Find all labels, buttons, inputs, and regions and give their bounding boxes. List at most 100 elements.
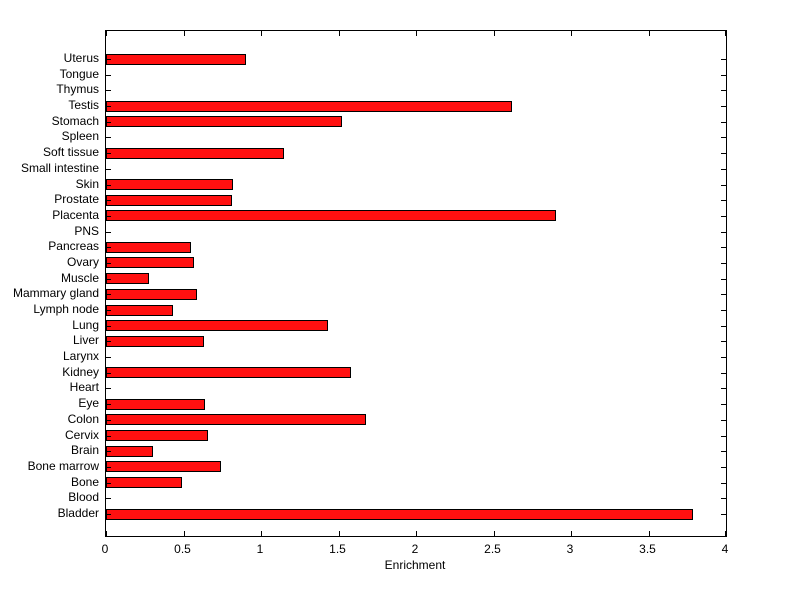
bar-brain (106, 445, 153, 457)
y-tick-mark (721, 262, 726, 264)
x-tick-mark (571, 31, 572, 36)
bar-lung (106, 320, 328, 332)
y-tick-mark (721, 247, 726, 249)
x-tick-label-0-5: 0.5 (174, 542, 191, 556)
y-tick-mark (721, 168, 726, 170)
y-tick-label-placenta: Placenta (52, 207, 99, 222)
y-tick-label-uterus: Uterus (63, 51, 99, 65)
y-tick-mark (106, 451, 111, 453)
y-tick-mark (106, 466, 111, 468)
y-tick-label-larynx: Larynx (62, 349, 99, 364)
y-tick-mark (721, 294, 726, 296)
y-tick-mark (721, 231, 726, 233)
y-tick-label-heart: Heart (69, 380, 99, 395)
bar-kidney (106, 367, 351, 379)
x-tick-mark (493, 531, 495, 536)
x-tick-mark (183, 31, 185, 36)
y-tick-label-blood: Blood (68, 490, 99, 505)
y-tick-label-lung: Lung (72, 317, 99, 332)
y-tick-label-thymus: Thymus (56, 82, 99, 97)
bar-mammary-gland (106, 288, 198, 300)
bar-muscle (106, 273, 150, 285)
y-tick-mark (106, 341, 111, 343)
y-tick-mark (106, 90, 111, 92)
y-tick-mark (106, 310, 111, 312)
x-tick-label-1-5: 1.5 (329, 542, 346, 556)
bar-pancreas (106, 241, 192, 253)
x-tick-label-2-5: 2.5 (484, 542, 501, 556)
bar-bone (106, 477, 182, 489)
y-tick-label-brain: Brain (70, 443, 99, 458)
plot-area (105, 30, 727, 537)
y-tick-mark (721, 137, 726, 139)
x-axis-label: Enrichment (384, 558, 446, 572)
y-tick-mark (106, 168, 111, 170)
bar-testis (106, 100, 513, 112)
y-tick-mark (106, 372, 111, 374)
y-tick-mark (106, 388, 111, 390)
y-tick-label-liver: Liver (72, 333, 99, 348)
y-tick-label-muscle: Muscle (60, 270, 99, 285)
y-tick-mark (721, 200, 726, 202)
y-tick-label-ovary: Ovary (66, 254, 99, 269)
y-tick-mark (721, 466, 726, 468)
y-tick-label-bladder: Bladder (57, 506, 99, 520)
bar-placenta (106, 210, 556, 222)
y-tick-mark (106, 200, 111, 202)
y-tick-label-skin: Skin (75, 176, 99, 191)
y-tick-label-stomach: Stomach (51, 113, 99, 128)
y-tick-label-colon: Colon (67, 411, 99, 426)
x-tick-label-4: 4 (721, 542, 729, 556)
y-tick-mark (721, 106, 726, 108)
x-tick-mark (416, 31, 417, 36)
x-tick-mark (183, 531, 185, 536)
bar-colon (106, 414, 367, 426)
y-tick-mark (721, 404, 726, 406)
y-tick-mark (721, 435, 726, 437)
bar-lymph-node (106, 304, 173, 316)
x-tick-mark (338, 531, 340, 536)
y-tick-mark (721, 325, 726, 327)
y-tick-label-pns: PNS (74, 223, 99, 238)
y-tick-label-prostate: Prostate (54, 192, 99, 207)
x-tick-mark (571, 531, 572, 536)
y-tick-label-tongue: Tongue (59, 66, 99, 81)
y-tick-mark (106, 137, 111, 139)
x-tick-label-3-5: 3.5 (639, 542, 656, 556)
x-tick-mark (493, 31, 495, 36)
x-tick-mark (648, 31, 650, 36)
y-tick-mark (106, 184, 111, 186)
y-tick-mark (721, 419, 726, 421)
x-tick-label-2: 2 (411, 542, 419, 556)
y-tick-label-testis: Testis (68, 98, 99, 113)
x-tick-mark (106, 531, 107, 536)
y-tick-mark (106, 357, 111, 359)
bar-stomach (106, 116, 342, 128)
y-tick-label-bone: Bone (70, 474, 99, 489)
y-tick-mark (106, 121, 111, 123)
y-tick-mark (721, 341, 726, 343)
y-tick-mark (721, 498, 726, 500)
y-tick-mark (106, 59, 111, 60)
y-tick-mark (106, 262, 111, 264)
y-tick-mark (106, 419, 111, 421)
y-tick-mark (106, 153, 111, 155)
x-tick-mark (261, 31, 262, 36)
y-tick-mark (106, 247, 111, 249)
y-tick-mark (721, 215, 726, 217)
x-tick-label-1: 1 (256, 542, 264, 556)
y-tick-mark (106, 294, 111, 296)
x-tick-mark (725, 31, 726, 36)
y-tick-mark (106, 435, 111, 437)
x-tick-mark (648, 531, 650, 536)
x-tick-mark (261, 531, 262, 536)
x-tick-mark (338, 31, 340, 36)
bar-skin (106, 179, 234, 191)
y-tick-mark (721, 153, 726, 155)
y-tick-label-small-intestine: Small intestine (20, 160, 99, 175)
y-tick-mark (106, 325, 111, 327)
y-tick-label-kidney: Kidney (62, 364, 99, 379)
bar-prostate (106, 194, 232, 206)
bar-ovary (106, 257, 195, 269)
